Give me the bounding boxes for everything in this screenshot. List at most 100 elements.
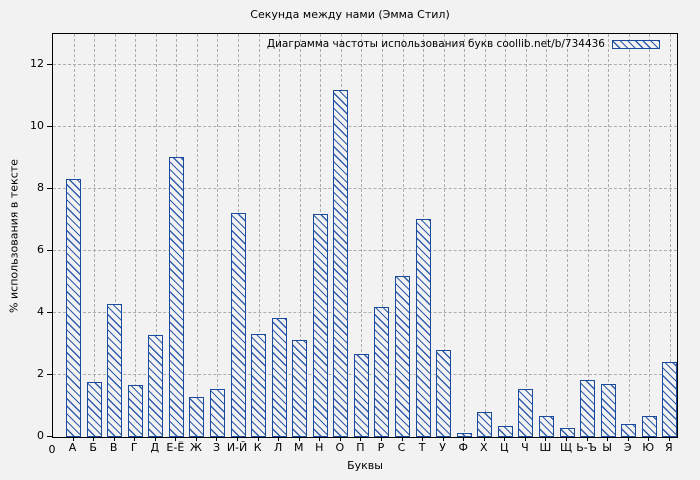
bar [189, 397, 205, 437]
x-gridline [608, 34, 610, 437]
x-tick-label: И-Й [226, 441, 248, 454]
y-tick-label: 12 [30, 57, 44, 70]
x-gridline [546, 34, 548, 437]
x-gridline [402, 34, 404, 437]
y-tick-label: 10 [30, 119, 44, 132]
legend-hatch-swatch-icon [612, 39, 660, 49]
bar [395, 275, 411, 437]
bar [86, 382, 102, 437]
x-gridline [94, 34, 96, 437]
bar [497, 426, 513, 437]
bar [312, 214, 328, 437]
bar [641, 415, 657, 437]
bar [477, 411, 493, 437]
x-tick-label: Н [315, 441, 324, 454]
x-tick-mark [668, 437, 670, 441]
y-tick-mark [47, 436, 52, 437]
x-tick-mark [380, 437, 382, 441]
bar [230, 212, 246, 437]
y-tick-label: 8 [37, 181, 44, 194]
x-tick-mark [134, 437, 136, 441]
x-tick-label: Щ [559, 441, 573, 454]
x-tick-label: Ж [189, 441, 202, 454]
x-tick-mark [401, 437, 403, 441]
bar [251, 334, 267, 437]
bar [168, 157, 184, 437]
y-gridline [53, 312, 677, 313]
bar [621, 424, 637, 437]
x-origin-tick-label: 0 [48, 443, 56, 456]
x-tick-mark [278, 437, 280, 441]
x-gridline [443, 34, 445, 437]
bar [600, 384, 616, 437]
x-gridline [279, 34, 281, 437]
x-tick-label: К [253, 441, 262, 454]
bar [209, 388, 225, 437]
x-gridline [649, 34, 651, 437]
x-gridline [155, 34, 157, 437]
x-gridline [669, 34, 671, 437]
x-tick-label: Х [479, 441, 488, 454]
y-tick-mark [47, 312, 52, 313]
bar [662, 361, 677, 437]
y-tick-mark [47, 126, 52, 127]
y-tick-mark [47, 64, 52, 65]
x-tick-label: Ф [458, 441, 468, 454]
x-tick-label: П [356, 441, 365, 454]
x-tick-mark [72, 437, 74, 441]
x-gridline [484, 34, 486, 437]
y-tick-label: 2 [37, 367, 44, 380]
x-tick-mark [607, 437, 609, 441]
x-tick-label: М [293, 441, 304, 454]
legend-label: Диаграмма частоты использования букв coo… [266, 38, 605, 50]
y-gridline [53, 250, 677, 251]
bar [415, 219, 431, 437]
x-tick-label: С [397, 441, 406, 454]
x-tick-label: Ш [539, 441, 552, 454]
x-tick-mark [524, 437, 526, 441]
x-tick-mark [504, 437, 506, 441]
x-gridline [381, 34, 383, 437]
bar [580, 379, 596, 437]
x-gridline [217, 34, 219, 437]
x-tick-label: А [68, 441, 77, 454]
x-gridline [114, 34, 116, 437]
x-tick-label: Б [89, 441, 97, 454]
x-gridline [628, 34, 630, 437]
bar [559, 428, 575, 437]
x-gridline [587, 34, 589, 437]
x-gridline [505, 34, 507, 437]
bar [353, 354, 369, 437]
y-gridline [53, 64, 677, 65]
x-tick-label: Ь-Ъ [576, 441, 597, 454]
x-tick-label: З [212, 441, 220, 454]
x-gridline [361, 34, 363, 437]
x-tick-mark [93, 437, 95, 441]
x-tick-mark [195, 437, 197, 441]
bar [148, 335, 164, 437]
x-tick-label: Э [623, 441, 632, 454]
x-tick-mark [216, 437, 218, 441]
y-tick-mark [47, 374, 52, 375]
x-tick-label: Р [377, 441, 385, 454]
x-tick-mark [339, 437, 341, 441]
x-gridline [464, 34, 466, 437]
bar [271, 317, 287, 437]
y-gridline [53, 126, 677, 127]
x-tick-mark [257, 437, 259, 441]
x-tick-mark [154, 437, 156, 441]
x-tick-label: Я [664, 441, 673, 454]
y-tick-mark [47, 188, 52, 189]
bar [436, 349, 452, 437]
bar [292, 339, 308, 437]
x-axis-label: Буквы [347, 459, 383, 472]
x-tick-label: У [439, 441, 446, 454]
x-tick-mark [298, 437, 300, 441]
x-gridline [135, 34, 137, 437]
x-tick-label: В [109, 441, 118, 454]
bar [518, 388, 534, 437]
bar [107, 304, 123, 437]
y-gridline [53, 188, 677, 189]
x-tick-mark [422, 437, 424, 441]
